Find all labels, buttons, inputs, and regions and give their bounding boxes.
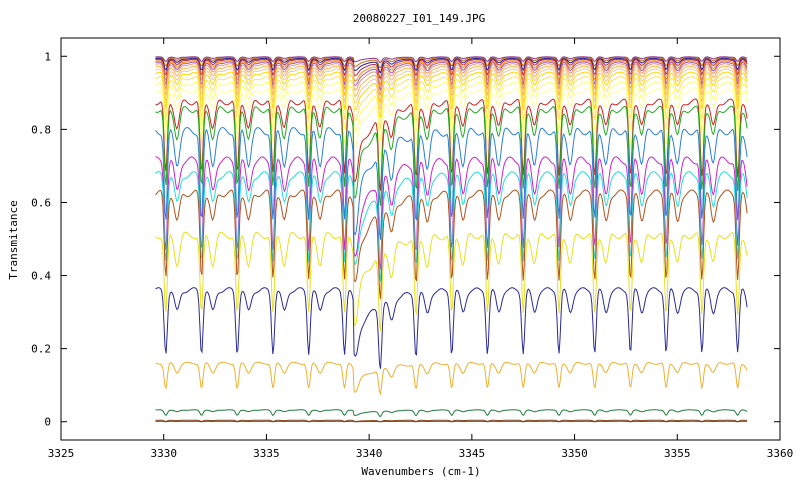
x-tick-label: 3335 [253,447,280,460]
series-line-10 [155,71,748,118]
series-line-12 [155,81,748,141]
x-axis-label: Wavenumbers (cm-1) [361,465,480,478]
x-tick-label: 3340 [356,447,383,460]
series-line-23 [155,409,748,418]
x-tick-label: 3345 [459,447,486,460]
x-tick-label: 3360 [767,447,794,460]
y-tick-label: 0.6 [31,196,51,209]
series-line-2 [155,56,748,69]
series-line-5 [155,60,748,86]
y-axis-label: Transmitance [7,200,20,279]
series-line-4 [155,58,748,80]
series-line-15 [155,105,748,206]
series-line-1 [155,56,748,64]
y-tick-label: 0.8 [31,123,51,136]
series-line-16 [155,126,748,240]
series-line-7 [155,63,748,97]
series-line-22 [155,361,748,396]
series-line-19 [155,189,748,300]
x-tick-label: 3350 [561,447,588,460]
series-line-8 [155,65,748,104]
series-line-18 [155,171,748,282]
y-tick-label: 0.2 [31,343,51,356]
x-tick-label: 3330 [150,447,177,460]
plot-frame [60,37,781,441]
series-line-13 [155,88,748,157]
y-tick-label: 0.4 [31,270,51,283]
series-line-3 [155,57,748,74]
y-axis: 0 0.2 0.4 0.6 0.8 1 [31,50,780,429]
series-line-20 [155,231,748,331]
x-axis: 3325 3330 3335 3340 3345 3350 3355 3360 [48,38,794,460]
series-line-11 [155,76,748,129]
series-line-6 [155,61,748,92]
series-group [155,56,748,423]
x-tick-label: 3355 [664,447,691,460]
x-tick-label: 3325 [48,447,75,460]
chart-title: 20080227_I01_149.JPG [353,12,485,25]
y-tick-label: 0 [44,416,51,429]
series-line-9 [155,68,748,110]
series-line-21 [155,287,748,369]
y-tick-label: 1 [44,50,51,63]
